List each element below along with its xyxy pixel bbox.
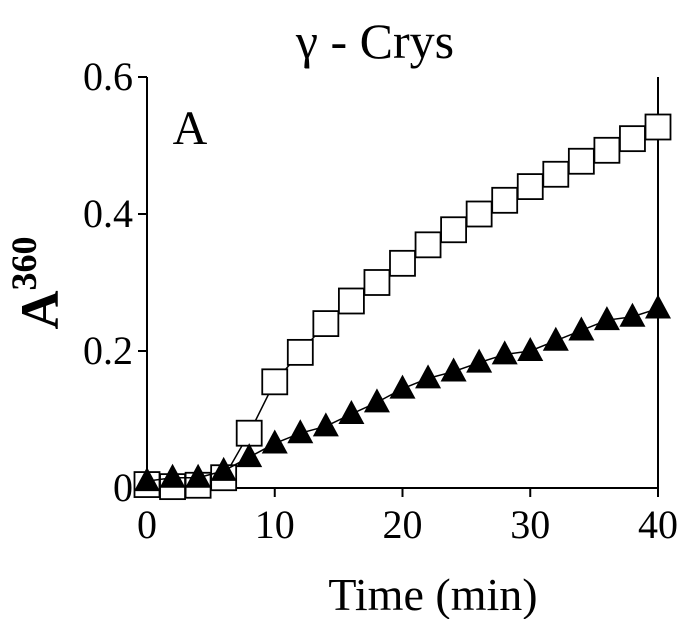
series-2-point (159, 463, 186, 488)
series-2-point (236, 443, 263, 468)
x-tick-label: 40 (638, 502, 678, 547)
series-1-point (465, 200, 493, 228)
series-2-point (363, 388, 390, 413)
series-1-point (414, 231, 442, 259)
series-2-point (568, 316, 595, 341)
series-2-point (593, 306, 620, 331)
y-tick-label: 0.6 (83, 54, 133, 99)
series-2-point (389, 374, 416, 399)
series-2-point (210, 456, 237, 481)
series-2-point (645, 294, 671, 319)
series-1-point (491, 186, 519, 214)
y-tick-label: 0.4 (83, 191, 133, 236)
series-2-point (440, 357, 467, 382)
series-1-point (389, 249, 416, 277)
series-1-point (337, 287, 365, 315)
series-1-point (644, 113, 672, 141)
series-2-point (287, 419, 314, 444)
series-2-point (134, 467, 160, 492)
series-2-point (491, 340, 518, 365)
x-tick-label: 20 (383, 502, 423, 547)
series-1-point (235, 419, 263, 447)
y-tick-label: 0.2 (83, 328, 133, 373)
plot-area: 0 0.2 0.4 0.6 0 10 20 30 40 (83, 54, 678, 547)
series-2-point (415, 364, 442, 389)
x-tick-label: 0 (137, 502, 157, 547)
series-2-point (261, 429, 288, 454)
y-axis-label-main: A (10, 291, 70, 330)
panel-label: A (173, 102, 208, 155)
y-axis-label-superscript: 360 (4, 237, 44, 291)
series-1-point (261, 368, 289, 396)
series-1-point (567, 147, 595, 175)
series-1-point (619, 125, 646, 153)
series-1-line (146, 126, 659, 488)
x-axis-label: Time (min) (328, 569, 537, 619)
series-1-point (363, 269, 391, 296)
series-1-point (440, 216, 468, 244)
series-2-point (542, 326, 569, 351)
y-axis-label: A360 (4, 237, 70, 330)
svg-text:A360: A360 (4, 237, 70, 330)
chart-title: γ - Crys (295, 13, 454, 69)
series-2-point (312, 412, 339, 437)
series-1-point (286, 338, 314, 366)
series-2-point (338, 400, 365, 425)
x-tick-label: 10 (255, 502, 295, 547)
series-2-point (185, 463, 212, 488)
series-1-point (593, 136, 621, 164)
y-tick-label: 0 (113, 465, 133, 510)
series-2-point (466, 348, 493, 373)
series-1-point (516, 173, 544, 201)
series-2-point (517, 337, 544, 361)
x-tick-label: 30 (510, 502, 550, 547)
series-2-point (619, 302, 646, 327)
series-1-point (542, 160, 570, 188)
series-1-point (312, 310, 340, 338)
